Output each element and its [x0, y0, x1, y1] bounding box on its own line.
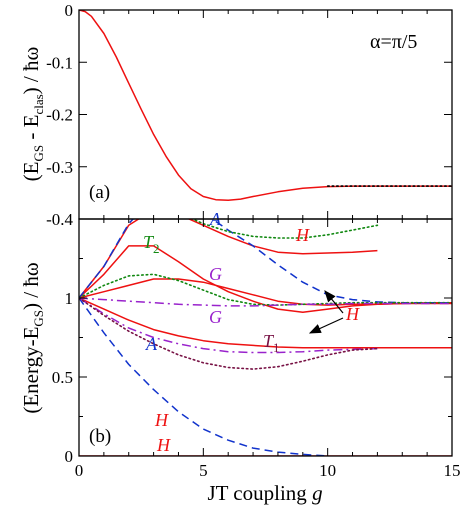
panel-b-series-line-g-10: [79, 297, 378, 354]
curve-label-h: H: [154, 410, 169, 430]
panel-b-ytick-label: 0.5: [52, 368, 73, 387]
panel-a-ytick-label-bottom: -0.4: [46, 210, 73, 229]
panel-a-series: [79, 10, 452, 201]
curve-label-t2: T2: [143, 232, 160, 256]
panel-b-label: (b): [89, 426, 111, 447]
panel-a-ylabel: (EGS - Eclas) / ħω: [19, 47, 46, 182]
panel-b-series-line-t2-8: [190, 219, 379, 239]
panel-b-ticks: 00.510 5 10 15: [52, 219, 461, 480]
panel-b-xlabel: JT coupling g: [207, 481, 322, 505]
panel-b-series-line-h-1: [79, 219, 378, 299]
h-arrow-annotation: H: [308, 290, 360, 334]
panel-b-series: [79, 219, 452, 456]
arrow-h-label: H: [345, 304, 360, 324]
curve-label-g: G: [209, 264, 222, 284]
curve-label-a: A: [145, 334, 158, 354]
panel-b-series-line-t2-7: [79, 273, 452, 306]
panel-b-xtick-label: 15: [444, 461, 461, 480]
panel-a: 0 -0.1 -0.2 -0.3 -0.4 (a) α=π/5 (EGS - Eclas…: [19, 1, 453, 229]
panel-b-series-line-h-3: [79, 278, 452, 306]
curve-label-h: H: [295, 225, 310, 245]
arrow-up: [324, 290, 344, 314]
panel-b-xtick-label: 0: [75, 461, 84, 480]
panel-a-ytick-label: 0: [65, 1, 74, 20]
panel-b-ytick-label: 0: [65, 447, 74, 466]
curve-label-t1: T1: [263, 331, 280, 355]
panel-b-series-line-h-4: [79, 297, 452, 349]
panel-b-series-line-t1-11: [79, 297, 379, 370]
panel-b-xtick-label: 5: [199, 461, 208, 480]
panel-b-series-line-g-9: [79, 297, 452, 307]
panel-b-frame: [78, 218, 453, 457]
panel-b-ylabel: (Energy-EGS) / ħω: [19, 262, 46, 413]
panel-b-xtick-label: 10: [319, 461, 336, 480]
curve-label-g: G: [209, 307, 222, 327]
panel-a-ytick-label: -0.2: [46, 106, 73, 125]
curve-label-h: H: [156, 435, 171, 455]
panel-a-ticks: 0 -0.1 -0.2 -0.3 -0.4: [46, 1, 453, 229]
panel-a-label: (a): [89, 182, 110, 203]
panel-a-annotation: α=π/5: [370, 31, 417, 53]
panel-b-ytick-label: 1: [65, 289, 74, 308]
panel-a-ytick-label: -0.1: [46, 53, 73, 72]
panel-a-ytick-label: -0.3: [46, 158, 73, 177]
arrow-down: [308, 317, 344, 334]
panel-b-series-line-a-6: [79, 297, 328, 456]
